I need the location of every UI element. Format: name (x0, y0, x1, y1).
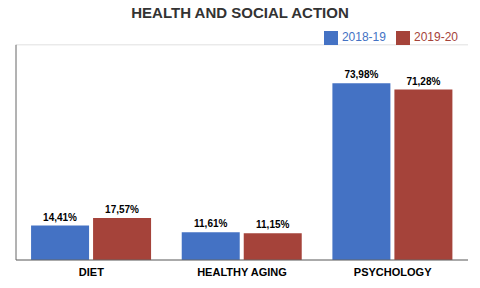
svg-text:HEALTHY AGING: HEALTHY AGING (197, 266, 287, 278)
svg-text:DIET: DIET (79, 266, 104, 278)
html-text:2019-20: 2019-20 (414, 30, 458, 44)
svg-text:11,61%: 11,61% (194, 218, 227, 229)
svg-text:11,15%: 11,15% (256, 219, 289, 230)
html-text:2018-19: 2018-19 (341, 30, 386, 44)
svg-text:17,57%: 17,57% (105, 204, 139, 215)
svg-text:73,98%: 73,98% (344, 69, 378, 80)
svg-text:71,28%: 71,28% (406, 76, 440, 87)
svg-text:14,41%: 14,41% (43, 212, 77, 223)
html-text:HEALTH AND SOCIAL ACTION: HEALTH AND SOCIAL ACTION (131, 4, 349, 21)
svg-text:PSYCHOLOGY: PSYCHOLOGY (354, 266, 432, 278)
